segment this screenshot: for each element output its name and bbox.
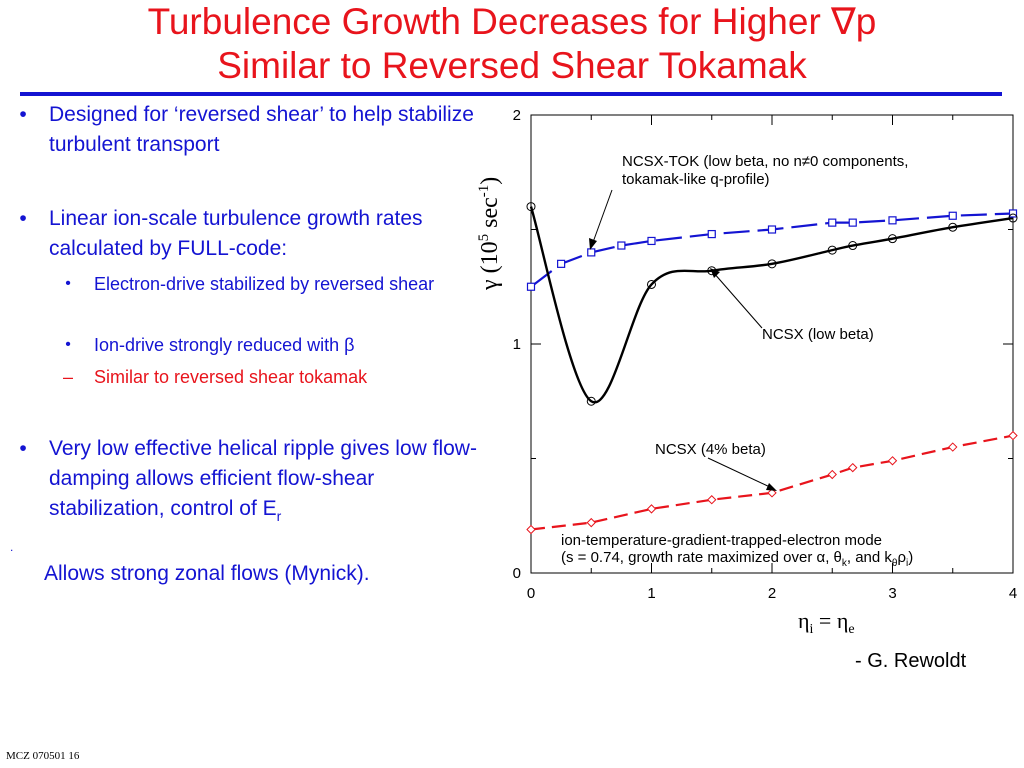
square-marker xyxy=(888,216,897,225)
square-marker xyxy=(647,236,656,246)
diamond-marker xyxy=(948,442,958,452)
square-marker xyxy=(617,241,626,250)
y-axis-label: γ (105 sec-1) xyxy=(476,177,503,291)
bullet-dot: • xyxy=(19,437,27,460)
y-tick-label: 1 xyxy=(513,336,521,353)
beta-arrow xyxy=(707,457,773,489)
square-marker xyxy=(707,229,716,239)
tick-labels: 0 1 2 3 4 0 1 2 xyxy=(513,107,1018,602)
circle-marker xyxy=(848,241,858,251)
diamond-marker xyxy=(526,524,536,535)
tok-arrow xyxy=(591,189,613,246)
circle-marker xyxy=(526,202,536,212)
diamond-marker xyxy=(827,469,837,480)
y-tick-label: 2 xyxy=(513,107,521,124)
ncsx-arrowhead xyxy=(710,268,720,278)
dash-marker: – xyxy=(62,367,73,387)
diamond-marker xyxy=(887,456,898,466)
plot-border xyxy=(530,114,1014,574)
tok-arrowhead xyxy=(589,238,597,250)
ncsx-arrow xyxy=(712,271,763,329)
tok-annotation-2: tokamak-like q-profile) xyxy=(622,171,770,188)
bullet-dot: • xyxy=(65,275,71,292)
square-marker xyxy=(526,282,536,291)
axis-ticks xyxy=(530,114,1014,574)
slide-footer: MCZ 070501 16 xyxy=(6,750,80,762)
circle-marker xyxy=(647,279,656,289)
x-tick-label: 3 xyxy=(888,585,896,602)
square-marker xyxy=(848,218,857,227)
tok-annotation: NCSX-TOK (low beta, no n≠0 components, xyxy=(622,153,908,170)
bullet-text: Linear ion-scale turbulence growth rates… xyxy=(49,207,423,260)
ncsx-beta-annotation: NCSX (4% beta) xyxy=(655,441,766,458)
circle-marker xyxy=(1008,213,1018,223)
diamond-marker xyxy=(586,517,596,528)
bullet-text: Designed for ‘reversed shear’ to help st… xyxy=(49,103,474,156)
diamond-marker xyxy=(848,462,858,473)
credit-text: - G. Rewoldt xyxy=(855,650,967,672)
square-marker xyxy=(587,248,596,257)
square-marker xyxy=(1008,209,1018,218)
x-axis-label: ηi = ηe xyxy=(798,608,855,637)
diamond-marker xyxy=(646,504,657,514)
bullet-dot: • xyxy=(65,336,71,353)
circle-marker xyxy=(586,396,596,406)
circle-marker xyxy=(827,245,837,255)
zonal-flow-note: Allows strong zonal flows (Mynick). xyxy=(44,562,370,585)
plot-frame xyxy=(530,114,1014,574)
x-tick-label: 1 xyxy=(647,585,655,602)
title-underline xyxy=(20,92,1002,96)
chart-annotations: γ (105 sec-1) ηi = ηe NCSX-TOK (low beta… xyxy=(476,153,913,637)
series-lines xyxy=(529,206,1014,531)
circle-marker xyxy=(888,234,897,244)
square-marker xyxy=(557,259,566,268)
title-line-1: Turbulence Growth Decreases for Higher ∇… xyxy=(147,1,877,42)
x-tick-label: 0 xyxy=(527,585,535,602)
title-line-2: Similar to Reversed Shear Tokamak xyxy=(217,45,807,86)
slide-title: Turbulence Growth Decreases for Higher ∇… xyxy=(0,0,1024,88)
mode-annotation-2: (s = 0.74, growth rate maximized over α,… xyxy=(561,549,913,569)
x-tick-label: 4 xyxy=(1009,585,1017,602)
series-line xyxy=(529,206,1014,404)
subscript-r: r xyxy=(276,508,282,524)
square-marker xyxy=(948,211,957,220)
diamond-marker xyxy=(707,495,717,505)
sub-bullet-text: Electron-drive stabilized by reversed sh… xyxy=(94,274,435,294)
circle-marker xyxy=(767,259,777,269)
diamond-marker xyxy=(1008,430,1018,441)
bullet-dot: • xyxy=(19,207,27,230)
beta-arrowhead xyxy=(766,483,777,491)
ncsx-low-beta-annotation: NCSX (low beta) xyxy=(762,326,874,343)
bullet-text: Very low effective helical ripple gives … xyxy=(49,437,477,524)
y-tick-label: 0 xyxy=(513,565,521,582)
x-tick-label: 2 xyxy=(768,585,776,602)
square-marker xyxy=(828,218,837,227)
square-marker xyxy=(767,225,777,234)
bullet-dot: • xyxy=(19,103,27,126)
series-line xyxy=(530,212,1014,288)
diamond-marker xyxy=(767,488,777,498)
stray-mark: . xyxy=(10,540,14,554)
mode-annotation: ion-temperature-gradient-trapped-electro… xyxy=(561,532,882,549)
circle-marker xyxy=(707,266,717,276)
sub-bullet-text: Ion-drive strongly reduced with β xyxy=(94,335,355,355)
series-markers xyxy=(526,202,1018,535)
sub-bullet-text: Similar to reversed shear tokamak xyxy=(94,367,368,387)
series-line xyxy=(530,434,1014,531)
circle-marker xyxy=(948,222,958,232)
